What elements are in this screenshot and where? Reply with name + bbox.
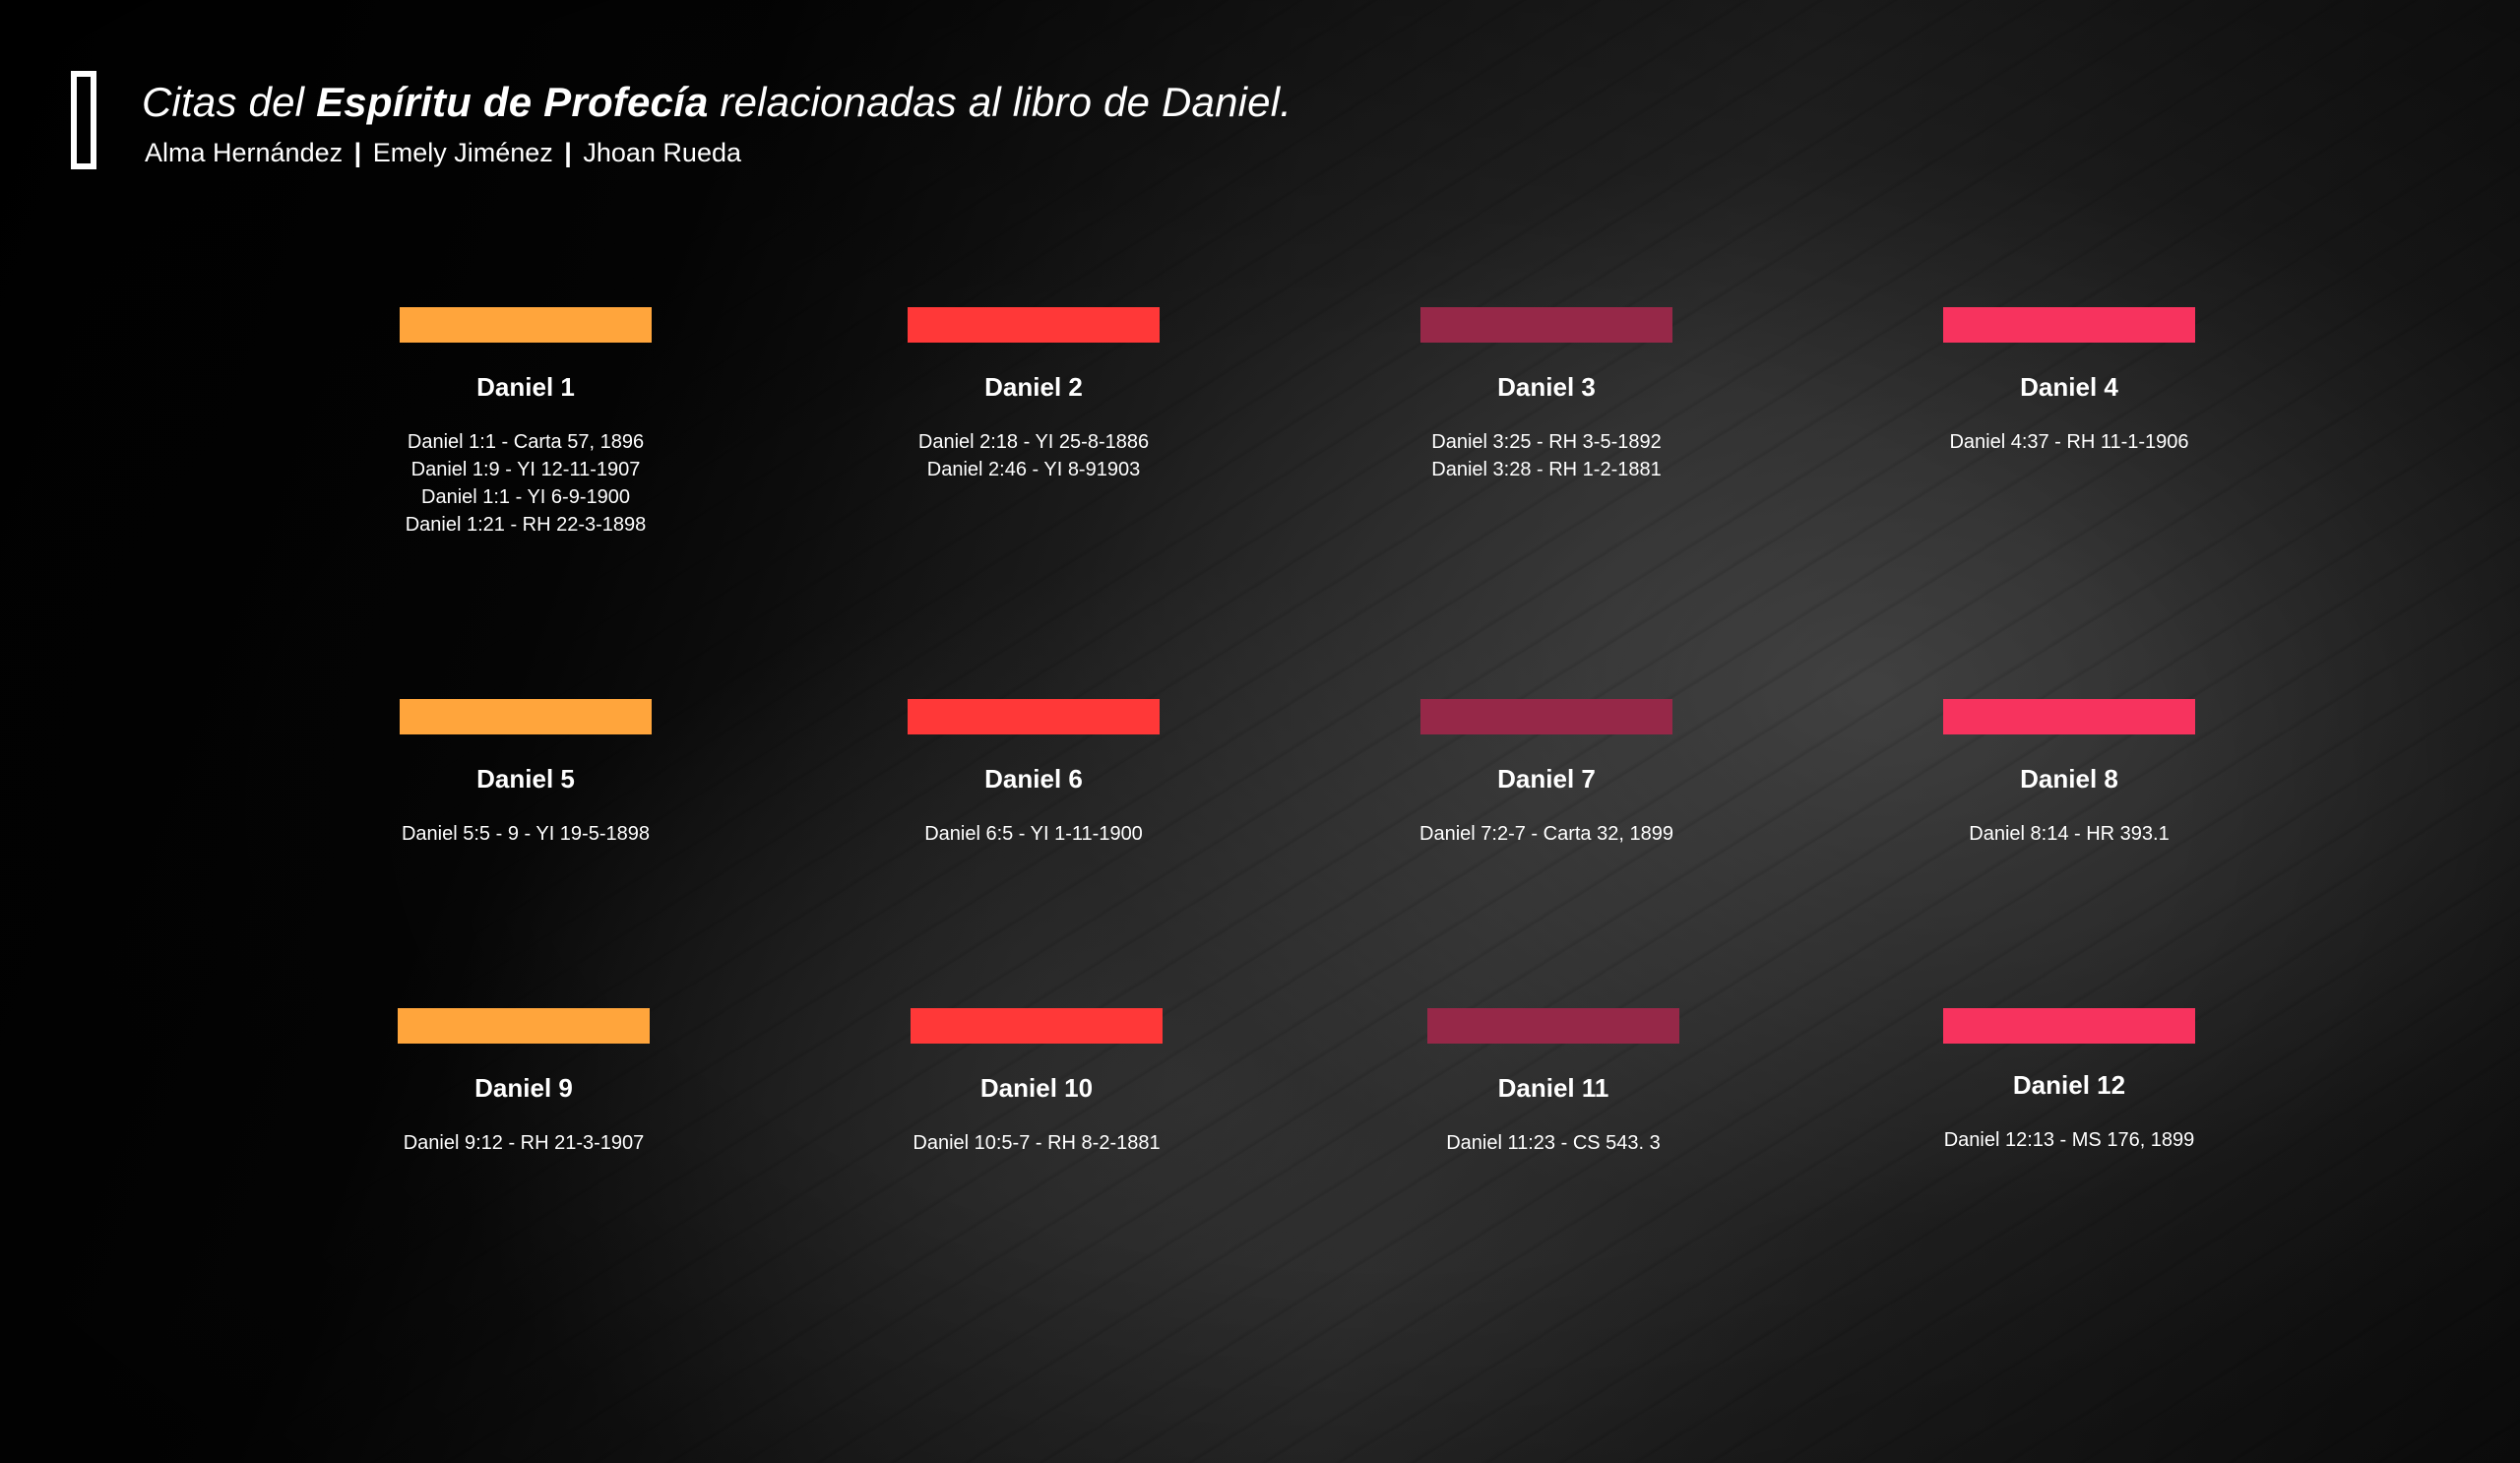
color-bar (1420, 699, 1672, 734)
author-name: Alma Hernández (145, 138, 344, 167)
author-separator: | (353, 138, 362, 167)
quote-item: Daniel 3:25 - RH 3-5-1892 (1431, 431, 1662, 453)
chapter-card-daniel-7: Daniel 7 Daniel 7:2-7 - Carta 32, 1899 (1399, 699, 1694, 848)
title-bold: Espíritu de Profecía (316, 79, 709, 125)
color-bar (398, 1008, 650, 1044)
color-bar (1420, 307, 1672, 343)
color-bar (1943, 307, 2195, 343)
quote-item: Daniel 9:12 - RH 21-3-1907 (403, 1132, 645, 1154)
card-title: Daniel 4 (2020, 372, 2118, 402)
card-title: Daniel 10 (979, 1073, 1094, 1103)
quote-item: Daniel 10:5-7 - RH 8-2-1881 (913, 1132, 1161, 1154)
card-title: Daniel 11 (1497, 1073, 1609, 1103)
quote-list: Daniel 1:1 - Carta 57, 1896 Daniel 1:9 -… (378, 428, 673, 539)
slide-title: Citas del Espíritu de Profecía relaciona… (142, 79, 1292, 126)
quote-list: Daniel 10:5-7 - RH 8-2-1881 (889, 1129, 1184, 1157)
chapter-card-daniel-4: Daniel 4 Daniel 4:37 - RH 11-1-1906 (1922, 307, 2217, 456)
quote-item: Daniel 1:1 - Carta 57, 1896 (407, 431, 645, 453)
quote-item: Daniel 1:9 - YI 12-11-1907 (410, 459, 641, 480)
quote-list: Daniel 2:18 - YI 25-8-1886 Daniel 2:46 -… (886, 428, 1181, 483)
card-title: Daniel 5 (476, 764, 575, 794)
quote-list: Daniel 11:23 - CS 543. 3 (1406, 1129, 1701, 1157)
quote-item: Daniel 5:5 - 9 - YI 19-5-1898 (401, 823, 650, 845)
authors-line: Alma Hernández | Emely Jiménez | Jhoan R… (145, 138, 741, 168)
quote-item: Daniel 7:2-7 - Carta 32, 1899 (1419, 823, 1673, 845)
color-bar (908, 699, 1160, 734)
quote-list: Daniel 4:37 - RH 11-1-1906 (1922, 428, 2217, 456)
color-bar (400, 699, 652, 734)
card-title: Daniel 6 (984, 764, 1083, 794)
card-title: Daniel 7 (1497, 764, 1596, 794)
author-name: Emely Jiménez (372, 138, 553, 167)
quote-list: Daniel 9:12 - RH 21-3-1907 (376, 1129, 671, 1157)
quote-list: Daniel 6:5 - YI 1-11-1900 (886, 820, 1181, 848)
card-title: Daniel 1 (476, 372, 575, 402)
quote-list: Daniel 5:5 - 9 - YI 19-5-1898 (378, 820, 673, 848)
quote-item: Daniel 2:18 - YI 25-8-1886 (917, 431, 1150, 453)
color-bar (1427, 1008, 1679, 1044)
chapter-card-daniel-11: Daniel 11 Daniel 11:23 - CS 543. 3 (1406, 1008, 1701, 1157)
color-bar (911, 1008, 1163, 1044)
chapter-card-daniel-12: Daniel 12 Daniel 12:13 - MS 176, 1899 (1922, 1008, 2217, 1154)
chapter-card-daniel-9: Daniel 9 Daniel 9:12 - RH 21-3-1907 (376, 1008, 671, 1157)
card-title: Daniel 12 (2012, 1070, 2126, 1100)
color-bar (908, 307, 1160, 343)
quote-item: Daniel 11:23 - CS 543. 3 (1446, 1132, 1661, 1154)
header-accent-mark (71, 71, 96, 169)
chapter-card-daniel-1: Daniel 1 Daniel 1:1 - Carta 57, 1896 Dan… (378, 307, 673, 539)
quote-item: Daniel 1:1 - YI 6-9-1900 (421, 486, 630, 508)
color-bar (400, 307, 652, 343)
quote-list: Daniel 7:2-7 - Carta 32, 1899 (1399, 820, 1694, 848)
quote-item: Daniel 12:13 - MS 176, 1899 (1943, 1129, 2195, 1151)
chapter-card-daniel-2: Daniel 2 Daniel 2:18 - YI 25-8-1886 Dani… (886, 307, 1181, 483)
quote-list: Daniel 8:14 - HR 393.1 (1922, 820, 2217, 848)
card-title: Daniel 9 (474, 1073, 573, 1103)
quote-item: Daniel 2:46 - YI 8-91903 (926, 459, 1141, 480)
quote-list: Daniel 3:25 - RH 3-5-1892 Daniel 3:28 - … (1399, 428, 1694, 483)
author-name: Jhoan Rueda (583, 138, 741, 167)
chapter-card-daniel-10: Daniel 10 Daniel 10:5-7 - RH 8-2-1881 (889, 1008, 1184, 1157)
quote-item: Daniel 6:5 - YI 1-11-1900 (924, 823, 1143, 845)
quote-item: Daniel 8:14 - HR 393.1 (1969, 823, 2170, 845)
chapter-card-daniel-5: Daniel 5 Daniel 5:5 - 9 - YI 19-5-1898 (378, 699, 673, 848)
card-title: Daniel 2 (984, 372, 1083, 402)
title-prefix: Citas del (142, 79, 317, 125)
chapter-card-daniel-3: Daniel 3 Daniel 3:25 - RH 3-5-1892 Danie… (1399, 307, 1694, 483)
quote-item: Daniel 1:21 - RH 22-3-1898 (405, 514, 647, 536)
quote-item: Daniel 4:37 - RH 11-1-1906 (1949, 431, 2189, 453)
author-separator: | (564, 138, 572, 167)
color-bar (1943, 1008, 2195, 1044)
color-bar (1943, 699, 2195, 734)
quote-item: Daniel 3:28 - RH 1-2-1881 (1431, 459, 1662, 480)
chapter-card-daniel-6: Daniel 6 Daniel 6:5 - YI 1-11-1900 (886, 699, 1181, 848)
card-title: Daniel 8 (2020, 764, 2118, 794)
chapter-card-daniel-8: Daniel 8 Daniel 8:14 - HR 393.1 (1922, 699, 2217, 848)
card-title: Daniel 3 (1497, 372, 1596, 402)
title-suffix: relacionadas al libro de Daniel. (708, 79, 1292, 125)
quote-list: Daniel 12:13 - MS 176, 1899 (1922, 1126, 2217, 1154)
